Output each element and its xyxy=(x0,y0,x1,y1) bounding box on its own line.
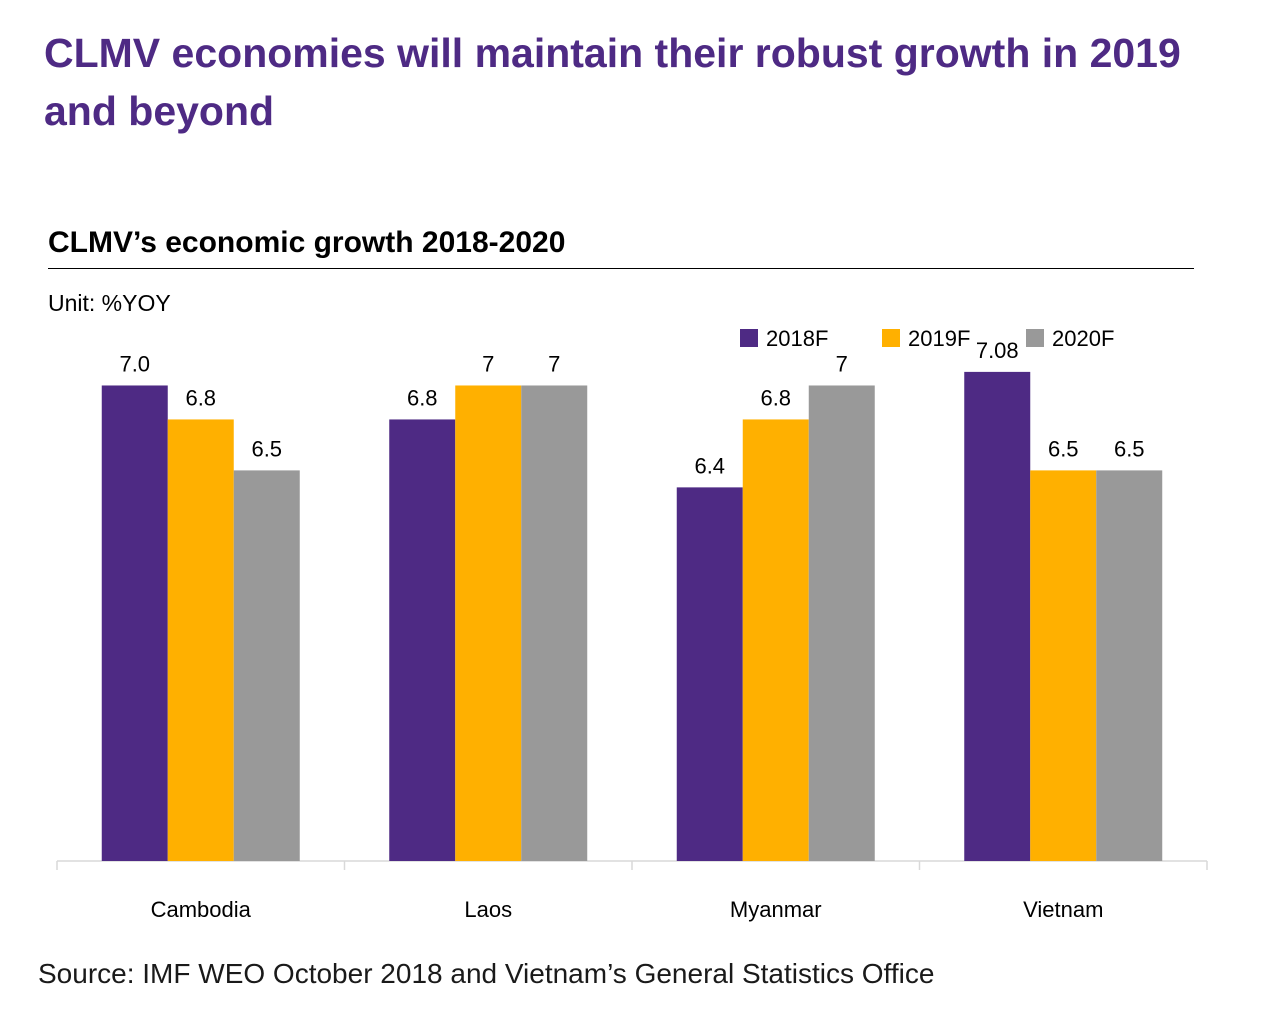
bar-2020f-cambodia xyxy=(233,470,300,861)
data-label: 7 xyxy=(482,351,494,376)
data-label: 6.5 xyxy=(251,436,282,461)
data-label: 6.5 xyxy=(1114,436,1145,461)
legend-label: 2020F xyxy=(1052,326,1114,351)
data-label: 7 xyxy=(548,351,560,376)
source-note: Source: IMF WEO October 2018 and Vietnam… xyxy=(38,958,935,989)
data-label: 6.8 xyxy=(760,385,791,410)
x-tick-label: Cambodia xyxy=(151,897,252,922)
bar-2018f-myanmar xyxy=(676,487,743,861)
x-tick-label: Laos xyxy=(464,897,512,922)
legend-label: 2018F xyxy=(766,326,828,351)
bar-2018f-laos xyxy=(389,419,456,861)
data-label: 7.0 xyxy=(119,351,150,376)
title-underline xyxy=(48,268,1194,269)
headline: CLMV economies will maintain their robus… xyxy=(44,30,1181,134)
bar-2020f-myanmar xyxy=(808,385,875,861)
bar-2019f-myanmar xyxy=(742,419,809,861)
bar-2020f-laos xyxy=(521,385,588,861)
x-tick-label: Myanmar xyxy=(730,897,822,922)
legend-swatch-2020f xyxy=(1026,329,1044,347)
data-label: 6.4 xyxy=(694,453,725,478)
bar-2019f-vietnam xyxy=(1030,470,1097,861)
data-label: 6.8 xyxy=(185,385,216,410)
bar-2018f-cambodia xyxy=(101,385,168,861)
bar-2018f-vietnam xyxy=(964,371,1031,861)
legend-swatch-2019f xyxy=(882,329,900,347)
bar-2020f-vietnam xyxy=(1096,470,1163,861)
unit-label: Unit: %YOY xyxy=(48,290,171,316)
chart-title: CLMV’s economic growth 2018-2020 xyxy=(48,226,566,259)
data-label: 6.8 xyxy=(407,385,438,410)
data-label: 7 xyxy=(836,351,848,376)
legend-swatch-2018f xyxy=(740,329,758,347)
data-label: 6.5 xyxy=(1048,436,1079,461)
legend-label: 2019F xyxy=(908,326,970,351)
data-label: 7.08 xyxy=(976,338,1019,363)
bar-2019f-cambodia xyxy=(167,419,234,861)
bar-2019f-laos xyxy=(455,385,522,861)
x-tick-label: Vietnam xyxy=(1023,897,1103,922)
